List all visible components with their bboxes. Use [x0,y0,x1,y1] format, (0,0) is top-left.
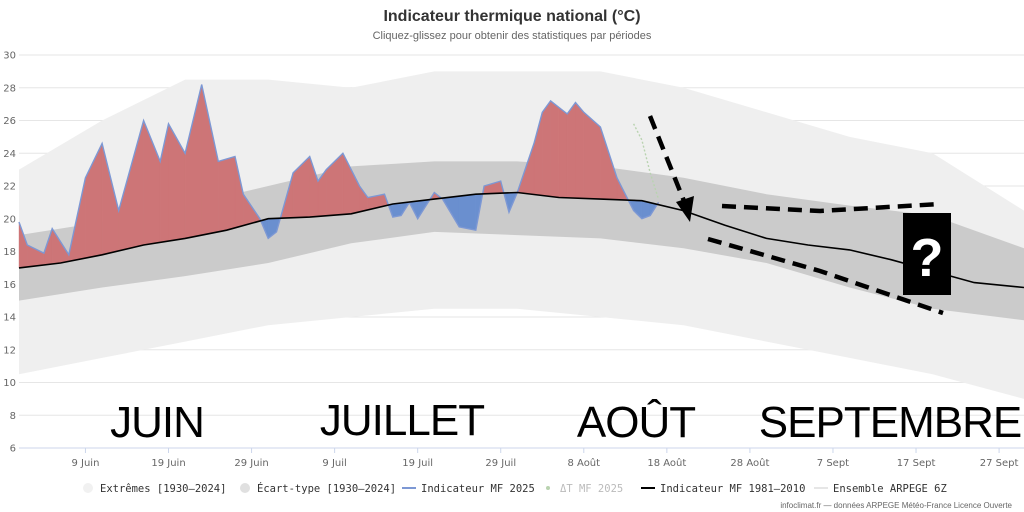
y-tick-label-28: 28 [3,83,16,94]
legend-swatch-delta-t [546,486,550,490]
line-mf-2025 [18,84,660,257]
x-tick-label-1: 19 Juin [151,458,185,469]
line-delta-t [632,123,660,200]
question-box: ? [903,213,951,295]
anomaly-warm-44-a [575,101,584,199]
legend-item-mf-1981-2010[interactable]: Indicateur MF 1981–2010 [641,483,805,495]
forecast-annotations [647,115,944,316]
arrow-shaft [647,115,689,207]
x-tick-label-4: 19 Juil [402,458,433,469]
upper-trend-line [721,201,941,214]
anomaly-warm-41-a [550,100,560,198]
question-box-background [903,213,951,295]
x-tick-label-6: 8 Août [567,457,600,469]
anomaly-warm-40-a [542,100,551,197]
chart-title: Indicateur thermique national (°C) [383,8,640,25]
y-axis-ticks: 6 8 10 12 14 16 18 20 22 24 26 28 30 [3,51,16,455]
climatology-bands [19,71,1024,399]
month-label-juin: JUIN [110,398,204,447]
y-tick-label-30: 30 [3,51,16,62]
legend-label-delta-t: ΔT MF 2025 [560,483,623,495]
credit-text[interactable]: infoclimat.fr — données ARPEGE Météo-Fra… [780,501,1012,510]
legend-item-ecart-type[interactable]: Écart-type [1930–2024] [240,482,396,495]
y-tick-label-22: 22 [3,182,16,193]
legend-item-delta-t[interactable]: ΔT MF 2025 [546,483,623,495]
legend-swatch-extremes [83,483,93,493]
x-tick-label-9: 7 Sept [817,458,849,469]
legend-label-ecart-type: Écart-type [1930–2024] [257,482,396,495]
legend-item-arpege[interactable]: Ensemble ARPEGE 6Z [814,483,947,495]
legend-label-mf-1981-2010: Indicateur MF 1981–2010 [660,483,805,495]
x-tick-label-10: 17 Sept [897,458,936,469]
anomaly-warm-42-a [558,106,568,199]
legend-item-extremes[interactable]: Extrêmes [1930–2024] [83,483,226,495]
month-label-septembre: SEPTEMBRE [759,398,1021,447]
series-lines [18,84,1024,289]
x-tick-label-8: 28 Août [730,457,769,469]
y-tick-label-10: 10 [3,378,16,389]
y-tick-label-6: 6 [10,444,16,455]
arrow-head [676,196,694,222]
anomaly-warm-43-a [567,101,576,199]
y-tick-label-8: 8 [10,411,16,422]
y-tick-label-16: 16 [3,280,16,291]
y-tick-label-20: 20 [3,214,16,225]
month-label-juillet: JUILLET [320,396,484,445]
x-tick-label-0: 9 Juin [71,458,99,469]
legend: Extrêmes [1930–2024] Écart-type [1930–20… [83,482,947,495]
legend-swatch-ecart-type [240,483,250,493]
anomaly-cold-27-a [392,202,402,218]
x-tick-label-7: 18 Août [647,457,686,469]
lower-trend-line [707,236,944,316]
y-tick-label-14: 14 [3,313,16,324]
x-tick-label-3: 9 Juil [322,458,346,469]
question-mark: ? [911,228,944,288]
line-mf-1981-2010 [18,191,1024,289]
x-tick-label-11: 27 Sept [980,458,1019,469]
legend-label-arpege: Ensemble ARPEGE 6Z [833,483,947,495]
x-tick-label-2: 29 Juin [234,458,268,469]
band-ecart-type [19,161,1024,321]
legend-label-mf-2025: Indicateur MF 2025 [421,483,535,495]
chart-subtitle: Cliquez-glissez pour obtenir des statist… [373,30,652,42]
y-tick-label-18: 18 [3,247,16,258]
y-tick-label-12: 12 [3,345,16,356]
month-label-aout: AOÛT [577,397,695,447]
x-axis-ticks: 9 Juin 19 Juin 29 Juin 9 Juil 19 Juil 29 Juil… [71,448,1018,469]
anomaly-warm-13-a [218,156,236,233]
x-tick-label-5: 29 Juil [485,458,516,469]
y-tick-label-24: 24 [3,149,16,160]
anomaly-areas [18,84,659,269]
legend-item-mf-2025[interactable]: Indicateur MF 2025 [402,483,535,495]
anomaly-cold-33-a [459,193,476,231]
y-tick-label-26: 26 [3,116,16,127]
legend-label-extremes: Extrêmes [1930–2024] [100,483,226,495]
